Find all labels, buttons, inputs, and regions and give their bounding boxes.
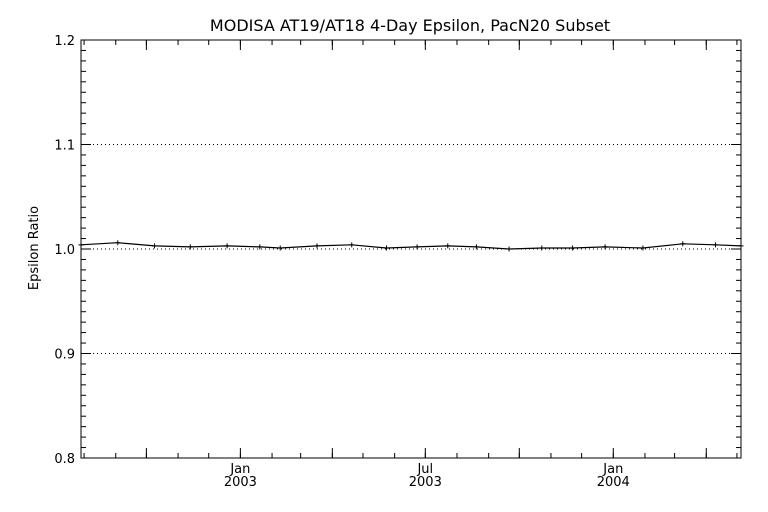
data-point xyxy=(277,245,283,251)
x-tick-month: Jul xyxy=(416,462,433,477)
axis-ticks xyxy=(81,39,741,459)
data-point xyxy=(712,242,718,248)
x-tick-year: 2003 xyxy=(224,475,257,490)
data-point xyxy=(539,245,545,251)
data-point xyxy=(187,244,193,250)
data-point xyxy=(383,245,389,251)
y-tick-label: 0.9 xyxy=(54,348,75,363)
plot-frame xyxy=(80,39,742,459)
data-point xyxy=(473,244,479,250)
data-point xyxy=(349,242,355,248)
series-group xyxy=(78,240,744,252)
gridlines xyxy=(81,144,741,354)
data-point xyxy=(414,244,420,250)
y-tick-labels: 0.8 0.9 1.0 1.1 1.2 xyxy=(54,34,75,467)
data-point xyxy=(257,244,263,250)
data-point xyxy=(152,243,158,249)
data-point xyxy=(640,245,646,251)
chart-title: MODISA AT19/AT18 4-Day Epsilon, PacN20 S… xyxy=(210,16,610,35)
y-tick-label: 1.2 xyxy=(54,34,75,49)
data-point xyxy=(115,240,121,246)
data-point xyxy=(506,246,512,252)
data-point xyxy=(569,245,575,251)
data-point xyxy=(314,243,320,249)
data-point xyxy=(680,241,686,247)
data-point xyxy=(224,243,230,249)
y-tick-label: 1.1 xyxy=(54,139,75,154)
data-point xyxy=(445,243,451,249)
y-axis-label: Epsilon Ratio xyxy=(27,206,42,290)
y-tick-label: 0.8 xyxy=(54,452,75,467)
x-tick-year: 2004 xyxy=(597,475,630,490)
x-tick-year: 2003 xyxy=(409,475,442,490)
x-tick-month: Jan xyxy=(602,462,623,477)
data-point xyxy=(602,244,608,250)
y-tick-label: 1.0 xyxy=(54,243,75,258)
x-tick-month: Jan xyxy=(229,462,250,477)
